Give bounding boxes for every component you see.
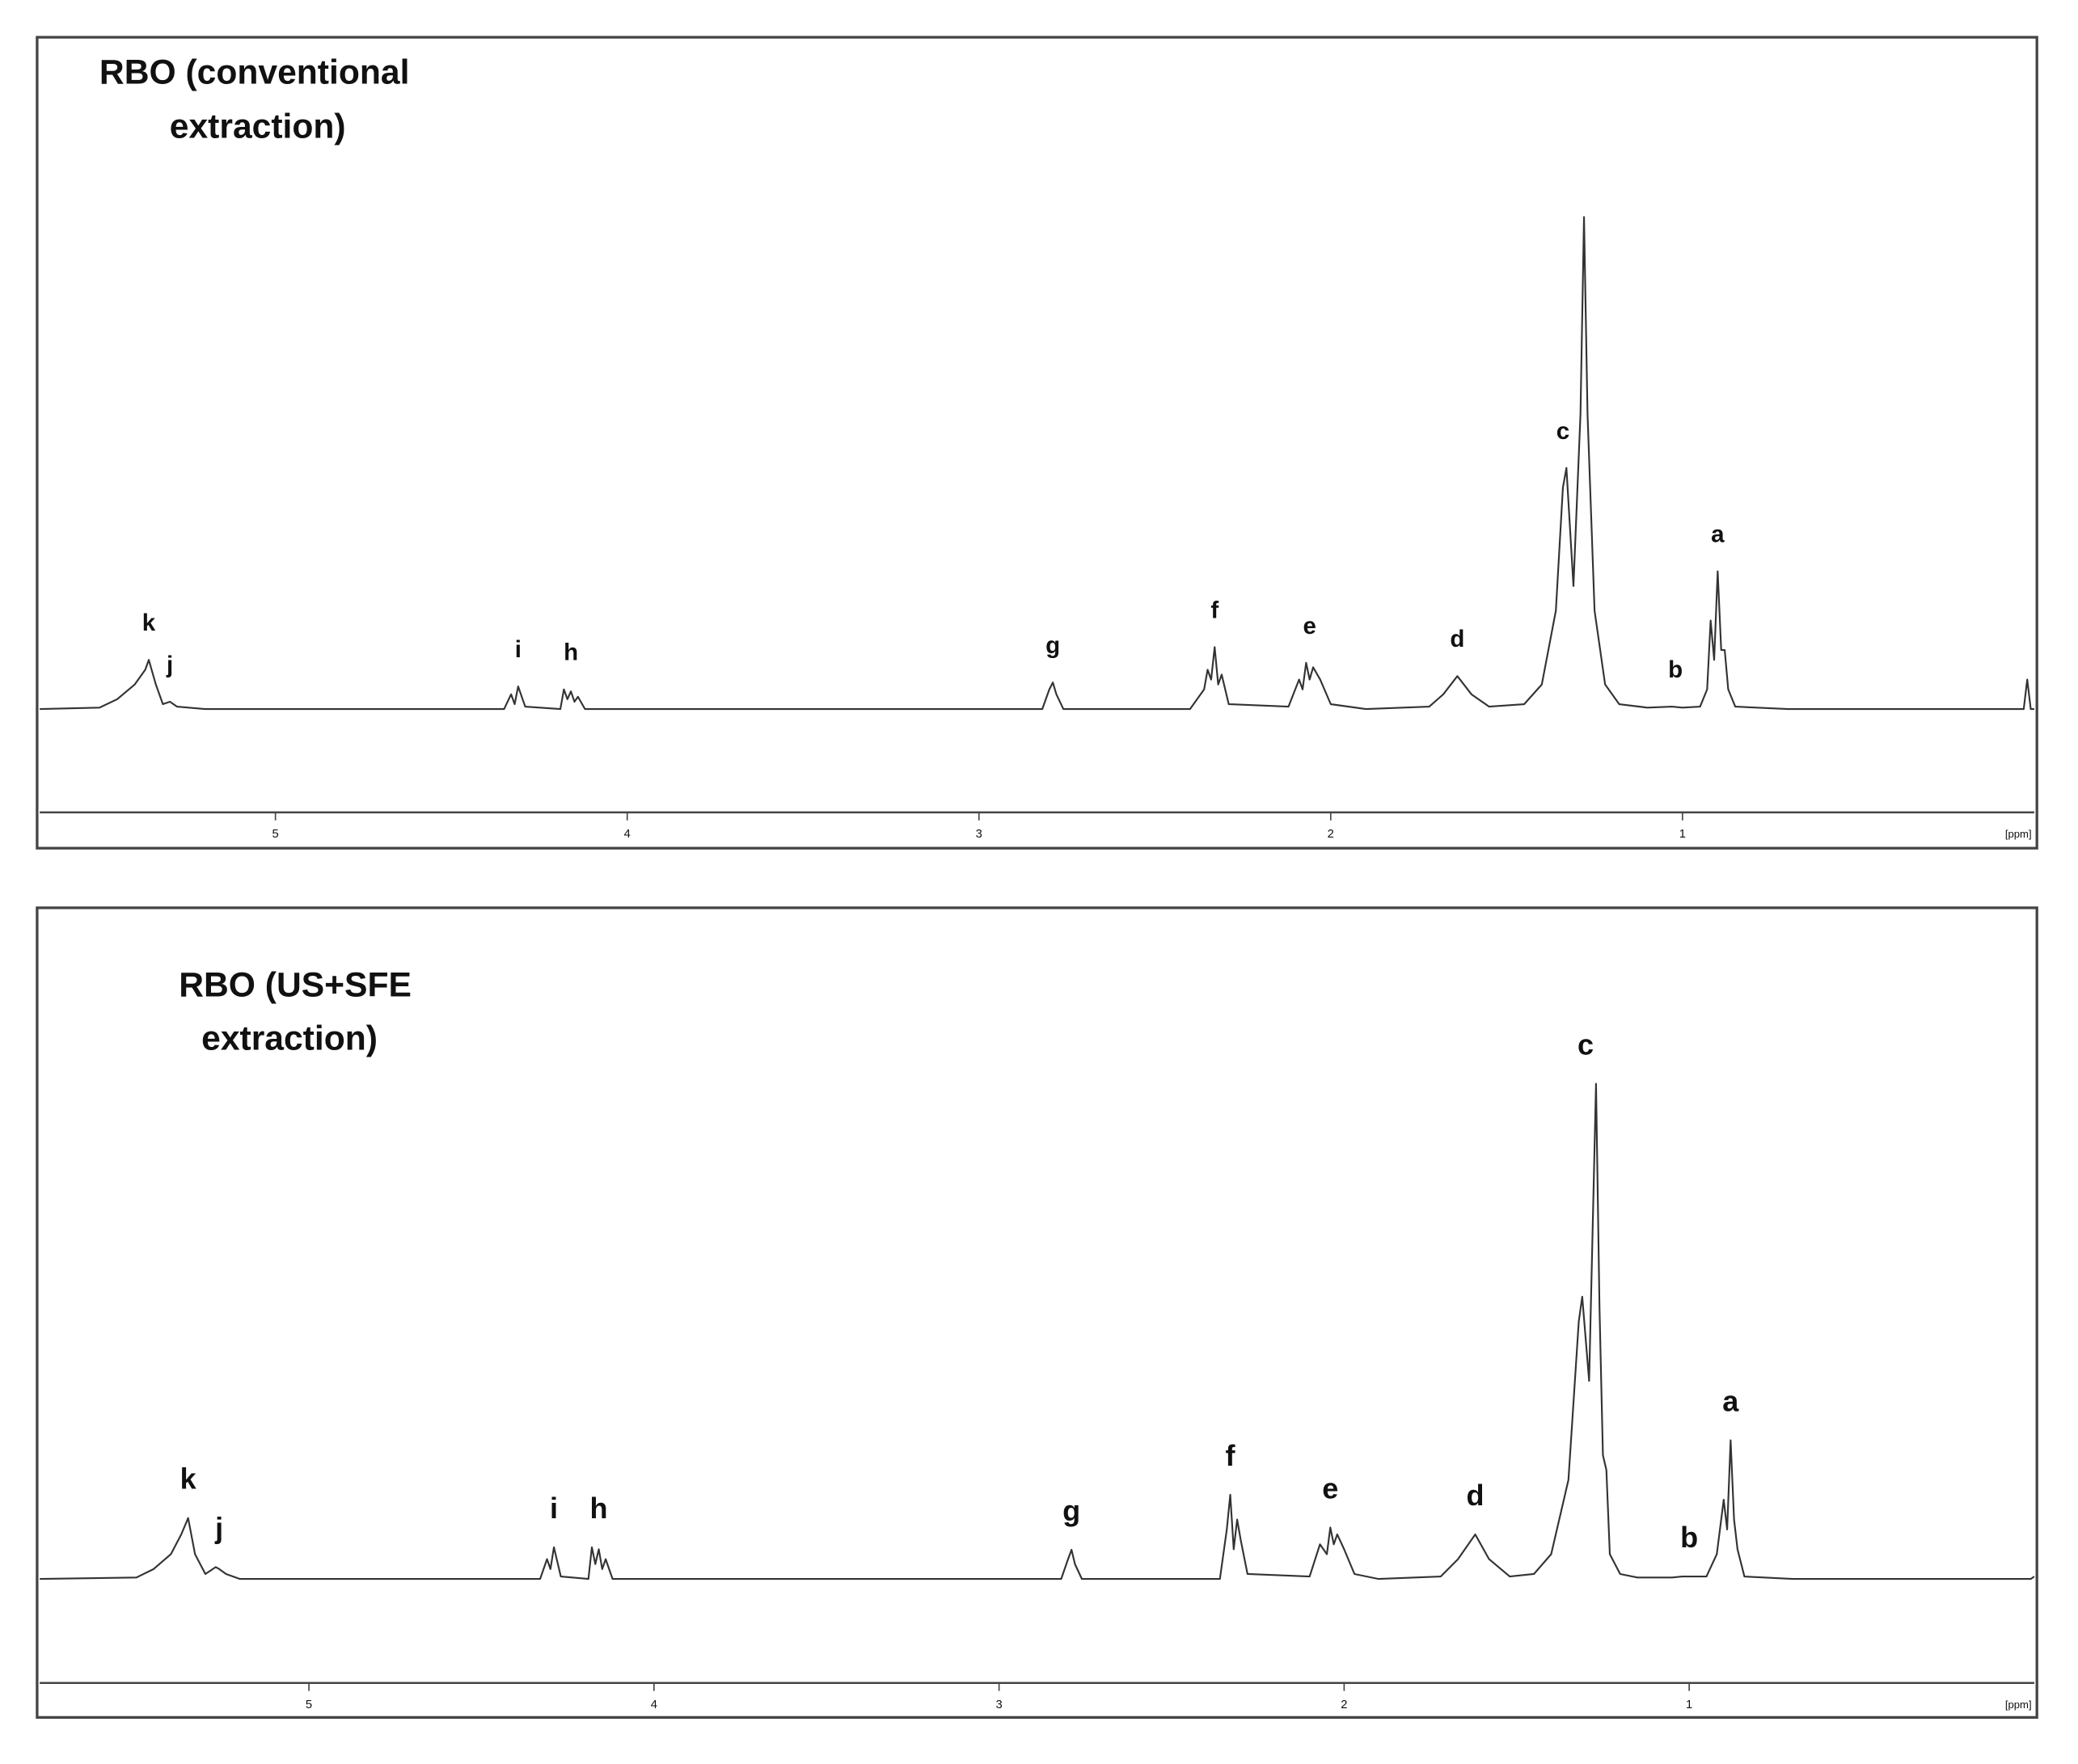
peak-label: k: [142, 610, 156, 636]
peak-label: h: [564, 639, 578, 666]
peak-label: f: [1226, 1439, 1236, 1472]
peak-label: a: [1722, 1385, 1739, 1418]
spectrum-line: [40, 216, 2034, 711]
panel-frame: [36, 36, 2038, 850]
peak-label: f: [1210, 597, 1219, 623]
peak-label: e: [1303, 613, 1316, 639]
x-tick-label: 1: [1686, 1699, 1692, 1711]
x-tick-label: 4: [624, 828, 631, 841]
peak-label: b: [1668, 656, 1683, 683]
peak-label: j: [214, 1511, 223, 1544]
x-axis-label: [ppm]: [2005, 828, 2032, 840]
panel-frame: [36, 906, 2038, 1720]
x-tick-label: 4: [651, 1699, 657, 1711]
x-tick-label: 2: [1328, 828, 1334, 841]
peak-label: g: [1062, 1494, 1080, 1527]
peak-label: c: [1556, 418, 1569, 445]
chart-title: RBO (US+SFE: [179, 966, 412, 1005]
peak-label: d: [1450, 626, 1464, 652]
peak-label: e: [1322, 1471, 1338, 1504]
peak-label: b: [1680, 1521, 1698, 1554]
peak-label: c: [1578, 1028, 1594, 1061]
peak-label: j: [166, 652, 173, 678]
peak-label: i: [550, 1492, 558, 1525]
x-tick-label: 1: [1679, 828, 1686, 841]
x-tick-label: 5: [272, 828, 279, 841]
chart-title: extraction): [170, 108, 346, 146]
peak-label: a: [1711, 521, 1725, 548]
x-tick-label: 5: [306, 1699, 312, 1711]
peak-label: i: [515, 636, 522, 663]
chart-title: extraction): [201, 1019, 378, 1057]
peak-label: g: [1045, 632, 1060, 659]
chart-title: RBO (conventional: [99, 53, 410, 91]
x-tick-label: 3: [995, 1699, 1002, 1711]
peak-label: k: [180, 1462, 197, 1496]
peak-label: d: [1467, 1479, 1485, 1512]
spectrum-line: [40, 1082, 2035, 1580]
x-axis-label: [ppm]: [2005, 1699, 2032, 1711]
x-tick-label: 2: [1341, 1699, 1347, 1711]
x-tick-label: 3: [976, 828, 982, 841]
peak-label: h: [590, 1492, 608, 1525]
